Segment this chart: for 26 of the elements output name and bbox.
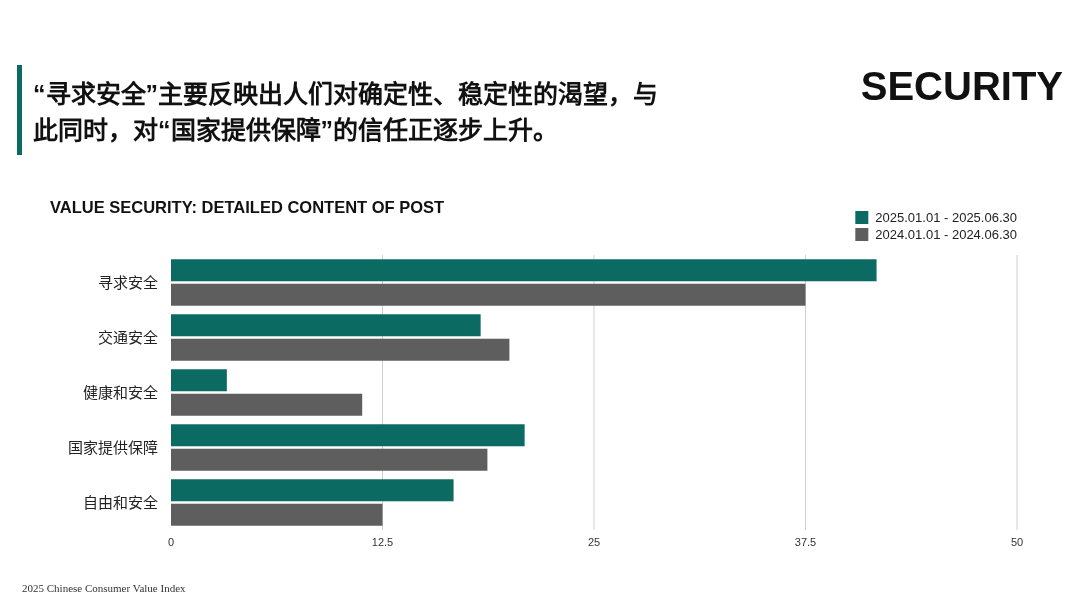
- y-tick-label: 交通安全: [98, 329, 158, 346]
- text: 2025 Chinese Consumer Value Index: [22, 582, 187, 594]
- y-tick-label: 健康和安全: [83, 384, 158, 401]
- bar: [171, 479, 454, 502]
- bar: [171, 314, 481, 337]
- chart-subtitle: VALUE SECURITY: DETAILED CONTENT OF POST: [50, 198, 445, 216]
- x-tick-label: 50: [1010, 536, 1024, 548]
- bar: [171, 448, 488, 471]
- bar: [171, 424, 525, 447]
- y-tick-label: 自由和安全: [83, 494, 158, 511]
- text: SECURITY: [860, 64, 1064, 108]
- bar: [171, 283, 806, 306]
- y-tick-label: 寻求安全: [98, 274, 158, 291]
- legend-label: 2024.01.01 - 2024.06.30: [875, 227, 1017, 242]
- x-tick-label: 0: [167, 536, 175, 548]
- legend-label: 2025.01.01 - 2025.06.30: [875, 210, 1017, 225]
- bar: [171, 393, 363, 416]
- y-tick-label: 国家提供保障: [68, 439, 158, 456]
- chart-title: “寻求安全”主要反映出人们对确定性、稳定性的渴望，与此同时，对“国家提供保障”的信任正逐步上升。: [33, 79, 659, 146]
- x-tick-label: 37.5: [794, 536, 817, 548]
- bar: [171, 338, 510, 361]
- bar: [171, 259, 877, 282]
- bar: [171, 503, 383, 526]
- x-tick-label: 25: [587, 536, 601, 548]
- x-tick-label: 12.5: [371, 536, 394, 548]
- bar: [171, 369, 227, 392]
